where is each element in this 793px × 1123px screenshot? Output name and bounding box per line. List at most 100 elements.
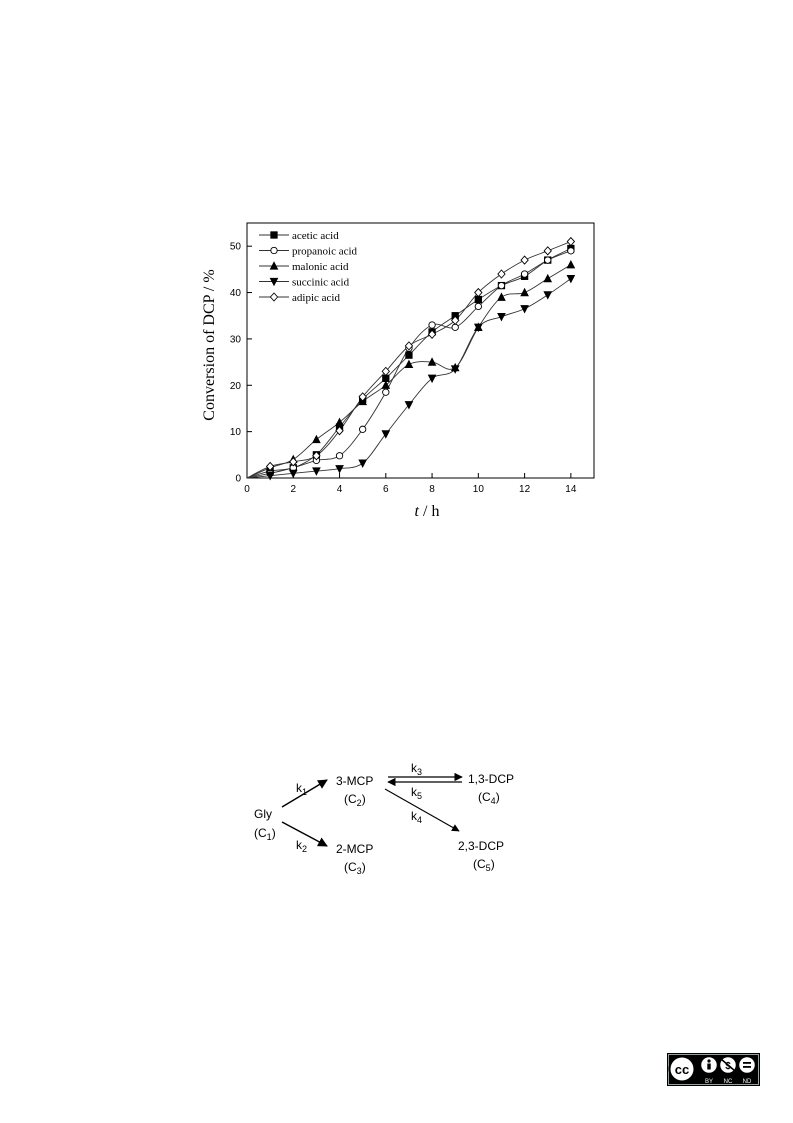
- legend-marker-adipic-acid: [269, 292, 279, 302]
- data-point-propanoic-acid: [451, 323, 459, 331]
- data-point-adipic-acid: [265, 461, 275, 472]
- data-point-succinic-acid: [566, 274, 576, 284]
- data-point-succinic-acid: [265, 472, 275, 481]
- data-point-adipic-acid: [520, 255, 529, 265]
- series-markers: [265, 236, 576, 481]
- data-point-propanoic-acid: [544, 256, 552, 264]
- arrow-gly-to-2mcp: [281, 821, 328, 847]
- svg-text:$: $: [725, 1061, 731, 1072]
- 13dcp-label: 1,3-DCP: [468, 772, 514, 786]
- data-point-acetic-acid: [474, 295, 482, 304]
- data-point-adipic-acid: [427, 329, 437, 339]
- data-point-propanoic-acid: [520, 270, 529, 278]
- x-tick-label: 4: [337, 484, 343, 495]
- legend-marker-malonic-acid: [269, 261, 279, 270]
- data-point-malonic-acid: [335, 417, 344, 427]
- data-point-adipic-acid: [474, 287, 483, 298]
- data-point-propanoic-acid: [382, 388, 390, 396]
- cc-by-nc-nd-badge: cc $ BY NC ND: [667, 1053, 760, 1086]
- data-point-malonic-acid: [543, 273, 553, 283]
- data-point-propanoic-acid: [359, 425, 367, 433]
- cc-text: cc: [675, 1062, 689, 1077]
- legend-label-succinic-acid: succinic acid: [292, 277, 350, 289]
- arrow-3mcp-to-23dcp: [384, 788, 460, 832]
- x-tick-label: 6: [383, 484, 389, 495]
- y-tick-label: 0: [235, 474, 241, 485]
- 23dcp-label: 2,3-DCP: [458, 839, 504, 853]
- 3mcp-c2-label: (C2): [344, 792, 366, 808]
- y-tick-label: 20: [230, 381, 242, 392]
- arrow-gly-to-3mcp: [281, 779, 328, 808]
- gly-c1-label: (C1): [254, 826, 276, 842]
- data-point-malonic-acid: [427, 357, 437, 366]
- data-point-propanoic-acid: [497, 281, 506, 290]
- data-point-succinic-acid: [427, 374, 437, 384]
- x-tick-label: 2: [290, 484, 296, 495]
- data-point-malonic-acid: [312, 434, 321, 444]
- data-point-adipic-acid: [566, 236, 576, 247]
- data-point-propanoic-acid: [428, 321, 436, 329]
- data-point-succinic-acid: [543, 291, 553, 300]
- data-point-adipic-acid: [497, 269, 506, 279]
- legend-label-acetic-acid: acetic acid: [292, 230, 339, 242]
- legend-label-adipic-acid: adipic acid: [292, 292, 340, 304]
- k4-label: k4: [411, 809, 422, 825]
- k1-label: k1: [296, 781, 307, 797]
- data-point-malonic-acid: [520, 287, 529, 297]
- data-point-malonic-acid: [381, 380, 391, 389]
- by-label: BY: [705, 1079, 713, 1085]
- data-point-succinic-acid: [450, 365, 460, 374]
- 3mcp-label: 3-MCP: [336, 774, 373, 788]
- legend-marker-acetic-acid: [270, 231, 278, 239]
- k3-label: k3: [411, 761, 422, 777]
- data-point-succinic-acid: [335, 465, 344, 474]
- x-tick-label: 12: [519, 484, 531, 495]
- x-tick-label: 10: [473, 484, 485, 495]
- legend-marker-propanoic-acid: [270, 246, 278, 255]
- data-point-propanoic-acid: [474, 302, 482, 311]
- data-point-adipic-acid: [312, 451, 321, 461]
- x-tick-label: 8: [429, 484, 435, 495]
- data-point-malonic-acid: [404, 359, 414, 369]
- data-point-succinic-acid: [312, 467, 321, 476]
- reaction-scheme: Gly (C1) k1 k2 3-MCP (C2) 2-MCP (C3) k3 …: [254, 761, 514, 876]
- y-axis-ticks: 0 10 20 30 40 50: [230, 242, 252, 485]
- data-point-propanoic-acid: [567, 247, 575, 255]
- k5-label: k5: [411, 785, 422, 801]
- x-tick-label: 0: [244, 484, 250, 495]
- data-point-adipic-acid: [335, 426, 344, 436]
- data-point-adipic-acid: [381, 366, 391, 377]
- x-axis-unit: / h: [419, 503, 439, 520]
- chart-axes: [246, 222, 595, 479]
- x-axis-label: t / h: [415, 503, 440, 520]
- data-point-acetic-acid: [405, 351, 413, 359]
- y-tick-label: 30: [230, 334, 242, 345]
- data-point-propanoic-acid: [335, 452, 344, 460]
- 2mcp-c3-label: (C3): [344, 860, 366, 876]
- conversion-chart: 0 2 4 6 8 10 12 14 0 10 20 30 40 50 acetic acid propa…: [201, 222, 595, 520]
- y-axis-label: Conversion of DCP / %: [201, 269, 218, 420]
- nc-label: NC: [724, 1079, 733, 1085]
- 2mcp-label: 2-MCP: [336, 842, 373, 856]
- data-point-malonic-acid: [497, 292, 506, 301]
- 23dcp-c5-label: (C5): [473, 857, 495, 873]
- nd-label: ND: [743, 1079, 752, 1085]
- data-point-adipic-acid: [543, 246, 552, 256]
- data-point-adipic-acid: [450, 315, 460, 326]
- data-point-adipic-acid: [289, 457, 298, 467]
- plot-frame: [246, 222, 595, 479]
- data-point-adipic-acid: [358, 392, 367, 402]
- legend-label-malonic-acid: malonic acid: [292, 261, 349, 273]
- k2-label: k2: [296, 838, 307, 854]
- nd-noderivatives-icon: [737, 1055, 757, 1075]
- cc-logo-icon: [668, 1055, 696, 1083]
- x-axis-ticks: 0 2 4 6 8 10 12 14: [244, 473, 577, 495]
- x-axis-variable: t: [415, 503, 420, 520]
- data-point-succinic-acid: [520, 305, 529, 314]
- data-point-adipic-acid: [404, 341, 414, 351]
- y-tick-label: 50: [230, 242, 242, 253]
- data-point-succinic-acid: [288, 469, 298, 479]
- data-point-succinic-acid: [497, 313, 506, 322]
- data-point-succinic-acid: [404, 401, 414, 410]
- 13dcp-c4-label: (C4): [478, 790, 500, 806]
